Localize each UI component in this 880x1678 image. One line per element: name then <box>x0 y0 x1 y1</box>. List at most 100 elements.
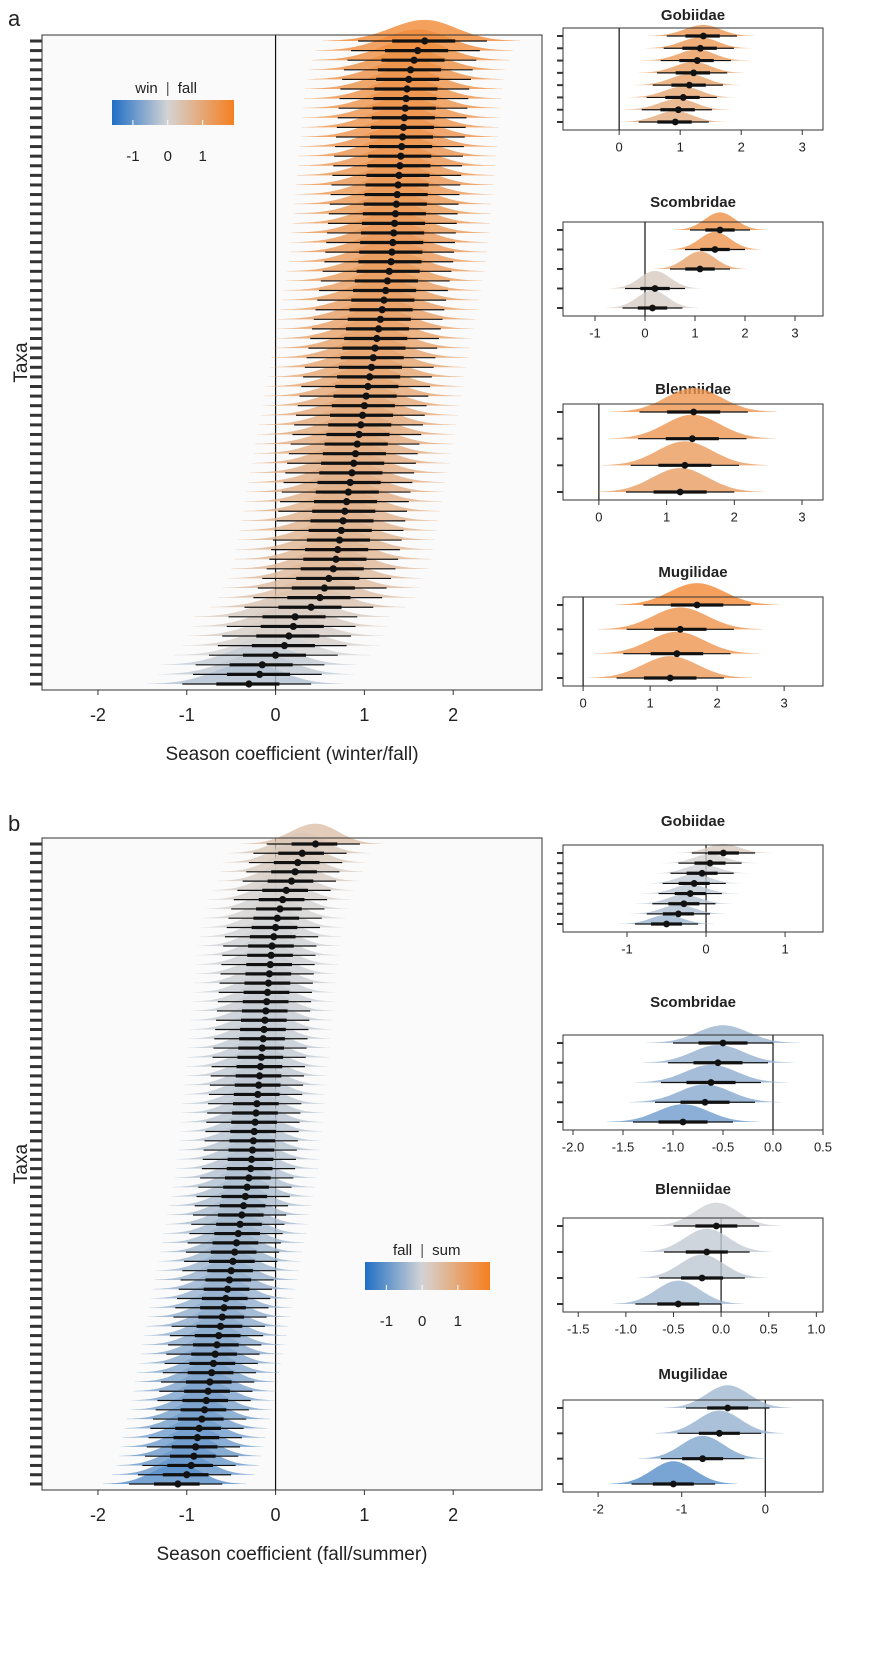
density <box>601 441 768 466</box>
median-point <box>399 123 408 131</box>
x-tick-label: -2 <box>90 1505 106 1525</box>
median-point <box>291 613 299 621</box>
median-point <box>367 363 376 371</box>
density <box>669 231 761 250</box>
density <box>633 74 741 86</box>
plot-border <box>562 1034 824 1131</box>
x-tick-label: 0 <box>616 139 623 154</box>
median-point <box>690 408 698 416</box>
x-tick-label: -1 <box>676 1501 688 1516</box>
density <box>609 414 776 439</box>
median-point <box>224 1285 232 1293</box>
family-chart: Blenniidae -1.5 -1.0 -0.5 0.0 0.5 1.0 <box>557 1181 825 1336</box>
median-point <box>359 411 367 419</box>
median-point <box>262 1007 270 1015</box>
median-point <box>674 1300 682 1308</box>
median-point <box>213 1341 221 1349</box>
median-point <box>715 1429 723 1437</box>
density <box>609 270 701 289</box>
x-tick-label: -1.0 <box>615 1321 637 1336</box>
median-point <box>669 1480 677 1488</box>
median-point <box>680 900 688 908</box>
density <box>663 1385 792 1408</box>
density <box>638 1435 767 1459</box>
x-tick-label: 0 <box>702 941 709 956</box>
family-chart: Mugilidae 0 1 2 3 <box>557 564 824 710</box>
median-point <box>236 1220 244 1228</box>
x-tick-label: 2 <box>738 139 745 154</box>
legend-bar <box>112 100 234 125</box>
median-point <box>190 1452 198 1460</box>
median-point <box>249 1137 257 1145</box>
median-point <box>374 325 383 333</box>
median-point <box>247 1155 256 1163</box>
density <box>646 1025 800 1043</box>
median-point <box>421 37 429 45</box>
median-point <box>390 229 398 237</box>
median-point <box>693 601 701 609</box>
median-point <box>400 114 408 122</box>
median-point <box>320 584 329 592</box>
density <box>629 904 727 914</box>
x-tick-label: -1 <box>179 705 195 725</box>
family-chart: Scombridae -2.0 -1.5 -1.0 -0.5 0.0 0.5 <box>557 994 832 1154</box>
median-point <box>204 1387 212 1395</box>
x-tick-label: -1 <box>179 1505 195 1525</box>
density <box>618 914 715 924</box>
density <box>598 607 763 630</box>
chart-title: Scombridae <box>650 994 736 1011</box>
chart-title: Gobiidae <box>661 813 725 830</box>
y-axis-label: Taxa <box>11 1144 32 1185</box>
median-point <box>681 461 689 469</box>
median-point <box>724 1404 732 1412</box>
median-point <box>238 1211 246 1219</box>
density <box>647 24 755 36</box>
chart-title: Blenniidae <box>655 1181 731 1198</box>
median-point <box>259 1035 267 1043</box>
median-point <box>220 1304 228 1312</box>
density <box>641 1045 795 1063</box>
x-tick-label: 0 <box>271 1505 281 1525</box>
median-point <box>390 219 399 227</box>
median-point <box>371 344 379 352</box>
median-point <box>666 674 674 682</box>
legend-tick-label: 1 <box>198 148 206 165</box>
median-point <box>227 1267 235 1275</box>
legend: fall sum -1 0 1 <box>365 1242 490 1330</box>
density <box>622 98 730 110</box>
median-point <box>398 142 406 151</box>
median-point <box>663 920 670 928</box>
median-point <box>271 651 280 659</box>
median-point <box>251 1118 259 1126</box>
x-tick-label: -1.0 <box>662 1139 684 1154</box>
median-point <box>258 661 266 669</box>
x-tick-label: 0.5 <box>814 1139 832 1154</box>
chart-title: Mugilidae <box>658 1366 727 1383</box>
legend-tick-label: -1 <box>126 148 139 165</box>
x-tick-label: 0 <box>595 509 602 524</box>
median-point <box>651 285 659 292</box>
median-point <box>285 632 293 640</box>
median-point <box>271 923 280 932</box>
median-point <box>389 238 397 247</box>
x-tick-label: 0 <box>271 705 281 725</box>
median-point <box>355 430 363 439</box>
median-point <box>218 1313 226 1321</box>
median-point <box>200 1406 209 1414</box>
x-tick-label: -0.5 <box>662 1321 684 1336</box>
median-point <box>397 152 405 160</box>
median-point <box>192 1443 200 1451</box>
panel-label: b <box>8 811 20 836</box>
x-tick-label: 1 <box>359 705 369 725</box>
x-tick-label: 3 <box>799 139 806 154</box>
x-tick-label: 1 <box>359 1505 369 1525</box>
median-point <box>337 526 345 535</box>
median-point <box>364 382 372 391</box>
median-point <box>206 1378 214 1386</box>
median-point <box>346 478 354 487</box>
median-point <box>280 642 289 650</box>
median-point <box>174 1480 182 1488</box>
median-point <box>701 1098 709 1106</box>
median-point <box>679 1118 687 1126</box>
median-point <box>255 670 264 679</box>
